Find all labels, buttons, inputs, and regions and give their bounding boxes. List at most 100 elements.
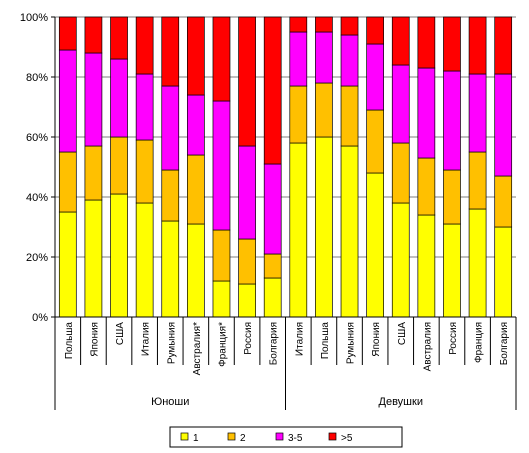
x-category-label: Болгария xyxy=(499,322,510,365)
bar-segment-2-cat-14 xyxy=(391,142,410,204)
bar-segment-4-cat-2 xyxy=(84,16,103,54)
bar-segment-4-cat-7 xyxy=(212,16,231,102)
bar-segment-1-cat-16 xyxy=(443,223,461,318)
legend-swatch xyxy=(275,432,284,441)
x-category-label: Польша xyxy=(64,322,75,360)
x-category-label: США xyxy=(115,322,126,345)
bar-segment-4-cat-5 xyxy=(161,16,180,87)
bar-segment-2-cat-12 xyxy=(340,85,359,147)
bar-segment-3-cat-10 xyxy=(289,31,308,87)
bar-segment-3-cat-13 xyxy=(366,43,384,111)
bar-segment-1-cat-12 xyxy=(340,145,359,318)
bar-segment-1-cat-7 xyxy=(212,280,231,318)
bar-segment-1-cat-10 xyxy=(289,142,308,318)
bar-segment-1-cat-17 xyxy=(468,208,487,318)
bar-segment-4-cat-18 xyxy=(494,16,513,75)
legend-label: 2 xyxy=(240,433,246,444)
x-category-labels: Польша Япония США Италия Румыния Австралия* Фр… xyxy=(64,322,510,376)
bar-segment-1-cat-5 xyxy=(161,220,180,318)
bar-segment-1-cat-1 xyxy=(58,211,77,318)
group-label: Девушки xyxy=(379,396,423,408)
bar-segment-4-cat-4 xyxy=(135,16,154,75)
bar-segment-4-cat-8 xyxy=(238,16,256,147)
x-category-label: Франция* xyxy=(217,322,228,367)
bar-segment-1-cat-18 xyxy=(494,226,513,318)
bar-segment-2-cat-9 xyxy=(263,253,282,279)
bar-segment-3-cat-16 xyxy=(443,70,461,171)
bar-segment-2-cat-17 xyxy=(468,151,487,210)
bar-segment-4-cat-1 xyxy=(58,16,77,51)
bar-segment-4-cat-9 xyxy=(263,16,282,165)
y-tick-labels: 0% 20% 40% 60% 80% 100% xyxy=(20,12,48,324)
bar-segment-2-cat-3 xyxy=(110,136,128,195)
bar-segment-3-cat-5 xyxy=(161,85,180,171)
x-category-label: Италия xyxy=(141,322,152,356)
y-tick-label: 20% xyxy=(26,252,48,264)
bar-segment-3-cat-18 xyxy=(494,73,513,177)
legend-label: >5 xyxy=(341,433,353,444)
legend-swatch xyxy=(227,432,236,441)
bar-segment-4-cat-11 xyxy=(315,16,333,33)
bar-segment-1-cat-9 xyxy=(263,277,282,318)
x-category-label: Австралия* xyxy=(192,322,203,375)
bar-segment-3-cat-12 xyxy=(340,34,359,87)
bar-segment-2-cat-16 xyxy=(443,169,461,225)
y-tick-label: 100% xyxy=(20,12,48,24)
bar-segment-4-cat-3 xyxy=(110,16,128,60)
bar-segment-3-cat-9 xyxy=(263,163,282,255)
bar-segment-2-cat-15 xyxy=(417,157,436,216)
bar-segment-4-cat-16 xyxy=(443,16,461,72)
x-category-label: Россия xyxy=(448,322,459,355)
y-tick-label: 80% xyxy=(26,72,48,84)
x-category-label: Япония xyxy=(371,322,382,357)
bar-segment-1-cat-8 xyxy=(238,283,256,318)
bar-segment-1-cat-6 xyxy=(187,223,205,318)
bar-segment-1-cat-14 xyxy=(391,202,410,318)
bar-segment-3-cat-14 xyxy=(391,64,410,144)
x-category-label: Австралия xyxy=(422,322,433,371)
x-category-label: Италия xyxy=(294,322,305,356)
bar-segment-2-cat-18 xyxy=(494,175,513,228)
x-category-label: Румыния xyxy=(346,322,357,364)
bar-segment-2-cat-7 xyxy=(212,229,231,282)
bar-segment-3-cat-3 xyxy=(110,58,128,138)
bar-segment-1-cat-2 xyxy=(84,199,103,318)
bar-segment-2-cat-13 xyxy=(366,109,384,174)
bar-segment-3-cat-11 xyxy=(315,31,333,84)
y-tick-label: 40% xyxy=(26,192,48,204)
x-category-label: Россия xyxy=(243,322,254,355)
bar-segment-1-cat-15 xyxy=(417,214,436,318)
bar-segment-3-cat-4 xyxy=(135,73,154,141)
legend-label: 3-5 xyxy=(288,433,303,444)
bar-segment-4-cat-12 xyxy=(340,16,359,36)
legend: 1 2 3-5 >5 xyxy=(169,426,403,448)
x-category-label: Польша xyxy=(320,322,331,360)
bar-segment-4-cat-14 xyxy=(391,16,410,66)
group-label: Юноши xyxy=(151,396,189,408)
bars xyxy=(58,16,513,318)
bar-segment-2-cat-8 xyxy=(238,238,256,285)
legend-label: 1 xyxy=(193,433,199,444)
x-category-label: Япония xyxy=(89,322,100,357)
x-category-label: Румыния xyxy=(166,322,177,364)
bar-segment-4-cat-6 xyxy=(187,16,205,96)
bar-segment-3-cat-1 xyxy=(58,49,77,153)
bar-segment-2-cat-6 xyxy=(187,154,205,225)
bar-segment-3-cat-15 xyxy=(417,67,436,159)
group-labels: Юноши Девушки xyxy=(151,396,423,408)
bar-segment-3-cat-8 xyxy=(238,145,256,240)
axes xyxy=(51,16,517,410)
bar-segment-2-cat-10 xyxy=(289,85,308,144)
bar-segment-2-cat-1 xyxy=(58,151,77,213)
y-tick-label: 0% xyxy=(32,312,48,324)
bar-segment-2-cat-5 xyxy=(161,169,180,222)
y-tick-label: 60% xyxy=(26,132,48,144)
bar-segment-1-cat-4 xyxy=(135,202,154,318)
bar-segment-3-cat-17 xyxy=(468,73,487,153)
bar-segment-1-cat-13 xyxy=(366,172,384,318)
legend-box xyxy=(169,426,403,448)
bar-segment-1-cat-11 xyxy=(315,136,333,318)
bar-segment-1-cat-3 xyxy=(110,193,128,318)
bar-segment-3-cat-6 xyxy=(187,94,205,156)
